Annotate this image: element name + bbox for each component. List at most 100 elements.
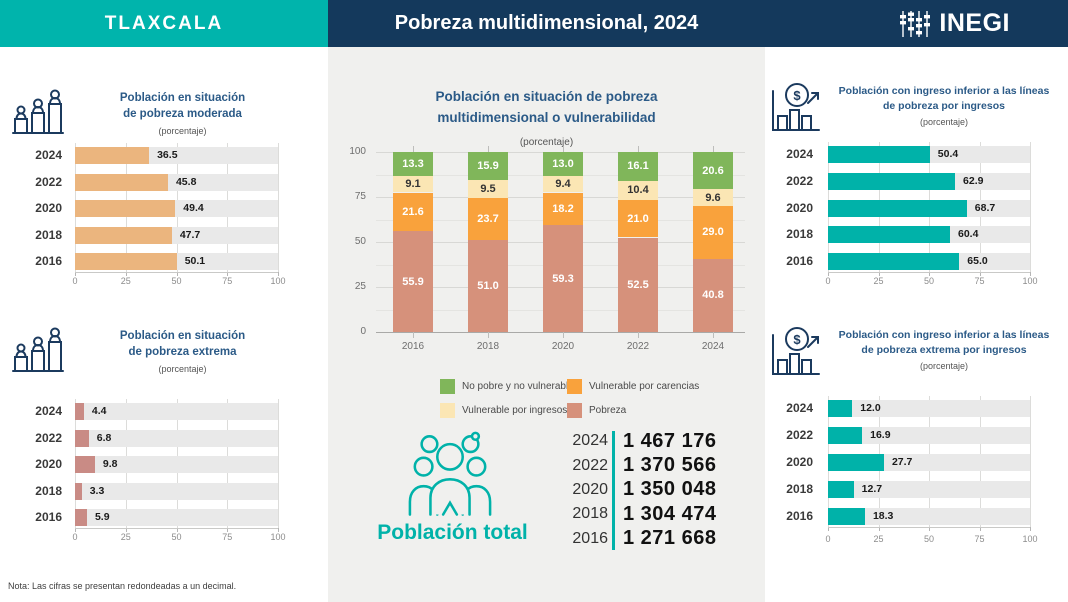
bar <box>828 226 950 244</box>
inegi-logo-text: INEGI <box>939 9 1010 37</box>
chart-pobreza-moderada: 0 25 50 75 100 2024 36.5 2022 45.8 2020 49.4 2018 47… <box>0 143 315 293</box>
chart-subtitle: (porcentaje) <box>919 361 969 371</box>
chart-stacked-multidimensional: 0 25 50 75 100 55.9 21.6 9.1 13.3 2016 51.0 23.7 9.5… <box>328 140 765 365</box>
legend-item: Vulnerable por ingresos <box>440 403 567 418</box>
bar <box>828 400 853 417</box>
axis-baseline <box>75 272 278 273</box>
axis-tick-label: 100 <box>349 146 366 157</box>
population-row: 2018 1 304 474 <box>563 502 716 526</box>
population-year: 2016 <box>572 529 608 547</box>
axis-tick-label: 100 <box>1022 276 1038 286</box>
year-label: 2020 <box>786 200 813 215</box>
axis-tick <box>713 332 714 338</box>
population-value: 1 304 474 <box>623 502 717 525</box>
bar-track: 65.0 <box>828 253 1030 271</box>
bar-segment: 15.9 <box>468 151 508 181</box>
year-label: 2020 <box>35 457 62 472</box>
year-label: 2018 <box>786 227 813 242</box>
bar <box>75 456 95 474</box>
population-row: 2022 1 370 566 <box>563 453 716 477</box>
svg-text:$: $ <box>793 332 801 347</box>
year-label: 2022 <box>35 174 62 189</box>
chart-title-lineas: Población con ingreso inferior a las lín… <box>823 84 1065 130</box>
population-value: 1 271 668 <box>623 527 717 550</box>
value-label: 60.4 <box>958 228 979 241</box>
bar-track: 27.7 <box>828 454 1030 471</box>
axis-tick <box>227 528 229 532</box>
bar <box>828 508 865 525</box>
bar <box>828 199 967 217</box>
population-value: 1 370 566 <box>623 454 717 477</box>
bar-track: 50.1 <box>75 253 278 271</box>
bar-segment: 23.7 <box>468 197 508 241</box>
axis-tick <box>75 272 76 276</box>
bar <box>75 509 87 527</box>
grid-line <box>278 143 279 272</box>
bar <box>75 147 150 164</box>
year-label: 2022 <box>626 341 650 352</box>
population-row: 2020 1 350 048 <box>563 478 716 502</box>
value-label: 4.4 <box>91 405 107 417</box>
bar <box>828 172 956 190</box>
income-growth-icon: $ <box>772 327 820 375</box>
bar-segment: 21.6 <box>393 192 433 232</box>
population-total-label: Población total <box>377 521 528 544</box>
bar-segment: 21.0 <box>618 199 658 238</box>
bar <box>828 481 854 498</box>
axis-tick <box>1030 527 1031 531</box>
value-label: 50.1 <box>184 255 206 268</box>
population-row: 2024 1 467 176 <box>563 429 716 453</box>
year-label: 2018 <box>35 227 62 242</box>
value-label: 5.9 <box>94 511 110 524</box>
axis-tick <box>488 146 489 152</box>
chart-subtitle: (porcentaje) <box>519 137 574 148</box>
grid-line <box>278 399 279 528</box>
axis-tick <box>413 146 414 152</box>
axis-tick <box>563 146 564 152</box>
axis-tick-label: 0 <box>360 326 366 337</box>
axis-tick-label: 25 <box>120 532 131 542</box>
bar <box>75 200 176 218</box>
axis-tick <box>125 528 127 532</box>
bar-track: 16.9 <box>828 427 1030 444</box>
population-value: 1 350 048 <box>623 478 717 501</box>
chart-title-line: Población en situación de pobreza <box>435 89 658 104</box>
population-year: 2022 <box>572 456 608 474</box>
year-label: 2022 <box>35 430 62 445</box>
axis-tick-label: 50 <box>171 532 182 542</box>
legend-label: Vulnerable por carencias <box>589 381 700 392</box>
value-label: 36.5 <box>157 149 178 161</box>
header-bar: Pobreza multidimensional, 2024 INEGI <box>328 0 1068 47</box>
population-year: 2018 <box>572 505 608 523</box>
population-podium-icon <box>12 89 64 134</box>
axis-tick-label: 25 <box>873 276 884 286</box>
population-value: 1 467 176 <box>623 429 717 452</box>
axis-tick <box>979 272 981 276</box>
bar-track: 3.3 <box>75 482 278 500</box>
axis-tick <box>75 528 76 532</box>
bar-segment: 40.8 <box>693 258 733 332</box>
axis-baseline <box>828 527 1030 528</box>
axis-tick <box>413 332 414 338</box>
bar-segment: 59.3 <box>543 225 583 332</box>
population-table-divider <box>612 431 615 550</box>
chart-title-line: multidimensional o vulnerabilidad <box>437 110 656 125</box>
bar <box>828 454 884 471</box>
bar <box>75 173 168 191</box>
page-title: Pobreza multidimensional, 2024 <box>394 12 699 34</box>
axis-tick <box>828 527 829 531</box>
legend-item: Pobreza <box>567 403 699 418</box>
bar-track: 6.8 <box>75 429 278 447</box>
axis-tick-label: 0 <box>72 276 78 286</box>
bar-segment: 16.1 <box>618 152 658 181</box>
chart-subtitle: (porcentaje) <box>158 364 207 374</box>
axis-tick-label: 25 <box>354 281 366 292</box>
grid-line <box>1030 142 1031 272</box>
axis-tick <box>878 527 880 531</box>
axis-tick <box>488 332 489 338</box>
population-podium-icon <box>12 327 64 372</box>
chart-title-line: de pobreza por ingresos <box>883 100 1005 112</box>
chart-title-multidimensional: Población en situación de pobreza multid… <box>328 86 765 153</box>
bar <box>75 403 84 420</box>
chart-lineas-pobreza: 0 25 50 75 100 2024 50.4 2022 62.9 2020 68.7 2018 60… <box>753 142 1068 292</box>
